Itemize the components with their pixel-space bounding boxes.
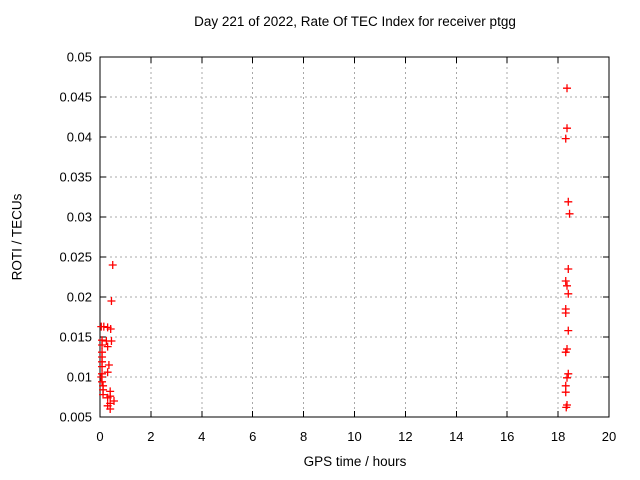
x-tick-label: 14	[449, 429, 463, 444]
data-point-marker	[561, 348, 570, 357]
data-point-marker	[108, 261, 117, 269]
data-point-marker	[97, 373, 106, 381]
y-tick-label: 0.035	[59, 170, 92, 185]
data-point-marker	[99, 390, 108, 399]
data-point-marker	[98, 377, 107, 386]
y-tick-label: 0.03	[67, 210, 92, 225]
y-tick-label: 0.025	[59, 250, 92, 265]
data-point-marker	[103, 342, 112, 351]
data-point-marker	[563, 373, 572, 382]
data-point-marker	[99, 322, 108, 331]
data-point-marker	[561, 388, 570, 397]
data-point-marker	[563, 84, 572, 93]
y-tick-label: 0.05	[67, 50, 92, 65]
data-point-marker	[561, 309, 570, 317]
data-point-marker	[564, 326, 573, 335]
data-point-marker	[563, 124, 572, 133]
x-tick-label: 18	[551, 429, 565, 444]
y-tick-label: 0.02	[67, 290, 92, 305]
x-tick-label: 2	[147, 429, 154, 444]
data-point-marker	[561, 277, 570, 285]
data-point-marker	[103, 393, 112, 402]
x-tick-label: 6	[249, 429, 256, 444]
x-tick-label: 20	[602, 429, 616, 444]
data-point-marker	[106, 325, 115, 333]
data-point-marker	[103, 368, 112, 377]
data-point-marker	[565, 209, 574, 218]
data-point-marker	[564, 265, 573, 273]
data-point-marker	[106, 405, 115, 413]
data-point-marker	[98, 341, 107, 349]
y-tick-label: 0.01	[67, 370, 92, 385]
x-axis-title: GPS time / hours	[303, 454, 407, 469]
x-tick-label: 12	[398, 429, 412, 444]
y-axis-title: ROTI / TECUs	[9, 193, 25, 281]
data-point-marker	[561, 134, 570, 143]
y-tick-label: 0.04	[67, 130, 92, 145]
data-point-marker	[562, 403, 571, 412]
x-tick-label: 16	[500, 429, 514, 444]
chart-title: Day 221 of 2022, Rate Of TEC Index for r…	[194, 14, 516, 29]
x-tick-label: 8	[300, 429, 307, 444]
data-point-marker	[564, 197, 573, 206]
y-tick-label: 0.005	[59, 410, 92, 425]
data-point-marker	[563, 281, 572, 290]
x-tick-label: 4	[198, 429, 205, 444]
data-point-marker	[104, 361, 113, 369]
data-point-marker	[107, 297, 116, 305]
data-point-marker	[564, 289, 573, 298]
y-tick-label: 0.045	[59, 90, 92, 105]
data-point-marker	[107, 337, 116, 345]
data-point-marker	[98, 362, 107, 371]
x-tick-label: 0	[96, 429, 103, 444]
y-tick-label: 0.015	[59, 330, 92, 345]
data-point-marker	[564, 369, 573, 378]
x-tick-label: 10	[347, 429, 361, 444]
